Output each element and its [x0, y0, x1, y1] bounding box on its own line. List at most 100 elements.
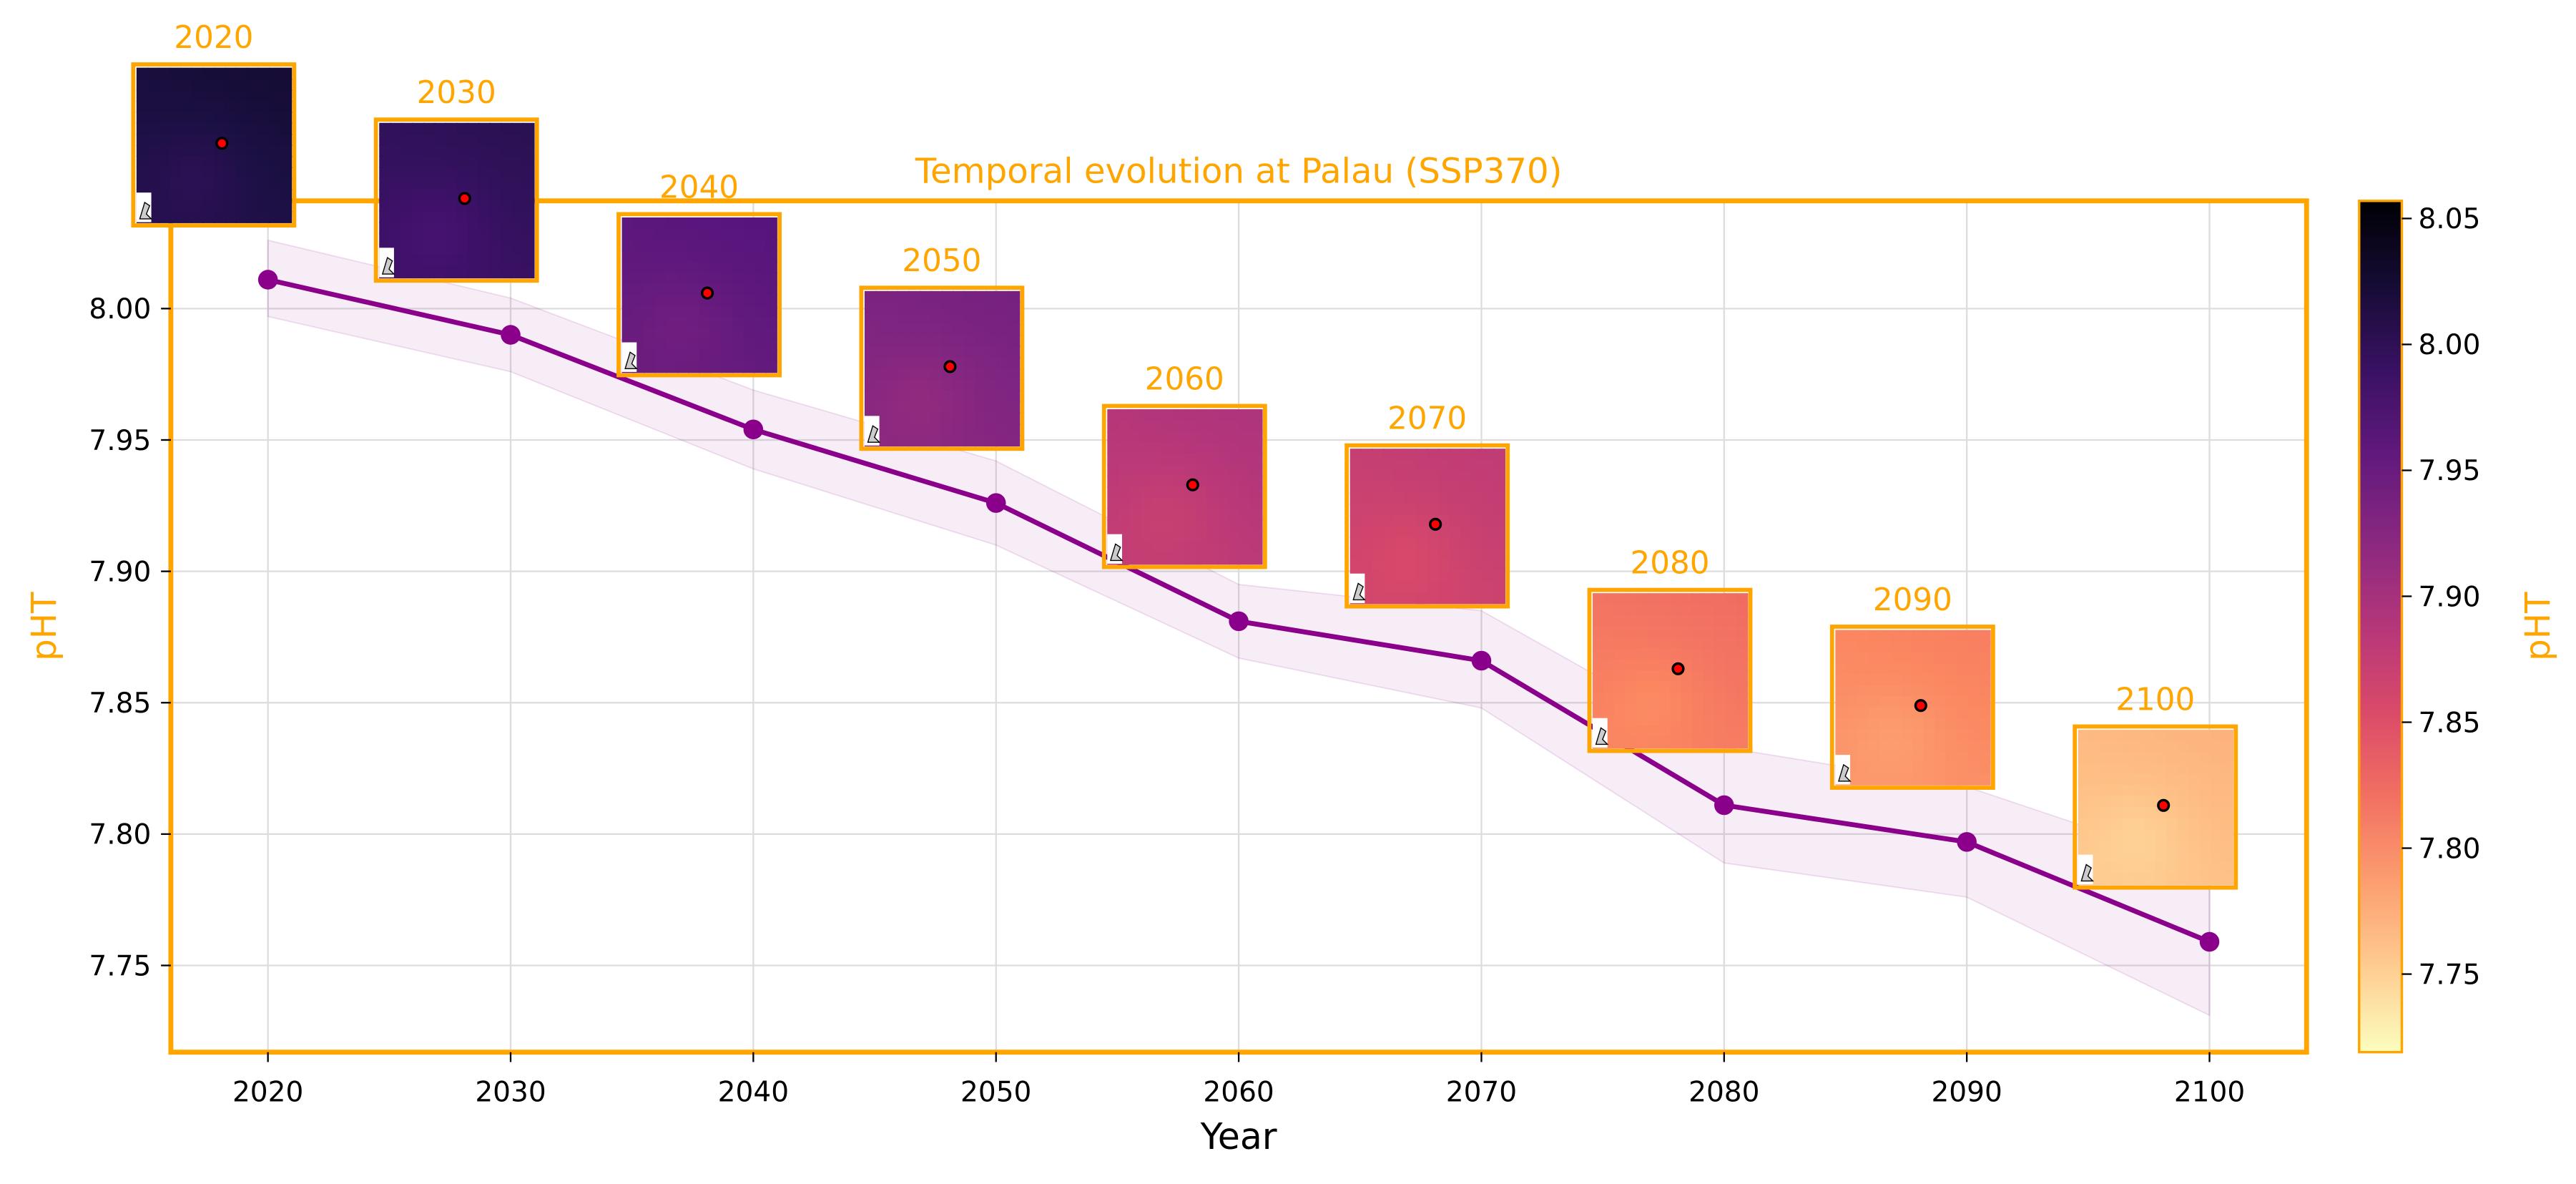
map-cell: [1593, 681, 1605, 694]
map-cell: [908, 379, 921, 391]
map-cell: [644, 316, 657, 329]
map-cell: [2210, 807, 2223, 819]
map-cell: [489, 177, 502, 190]
map-inset: 2070: [1344, 401, 1510, 609]
map-cell: [2210, 740, 2223, 753]
map-cell: [1239, 409, 1252, 421]
map-cell: [864, 335, 877, 348]
map-cell: [1140, 475, 1153, 488]
map-cell: [1935, 652, 1947, 665]
map-cell: [2177, 730, 2190, 742]
map-inset: 2030: [373, 74, 539, 283]
map-cell: [975, 390, 987, 403]
map-cell: [1394, 504, 1407, 517]
map-cell: [2221, 773, 2234, 786]
x-tick-label: 2070: [1446, 1077, 1517, 1109]
map-cell: [169, 122, 182, 135]
inset-year-label: 2020: [174, 19, 253, 56]
colorbar-tick-label: 7.80: [2418, 833, 2480, 865]
map-cell: [1008, 390, 1021, 403]
map-cell: [412, 122, 425, 135]
map-cell: [423, 145, 436, 157]
map-cell: [1173, 431, 1186, 444]
map-cell: [1669, 736, 1682, 749]
map-cell: [621, 261, 634, 274]
map-cell: [2133, 851, 2145, 863]
map-cell: [1846, 630, 1859, 642]
map-cell: [213, 79, 226, 91]
map-cell: [2111, 862, 2123, 875]
map-cell: [2177, 763, 2190, 776]
map-cell: [511, 211, 524, 223]
map-cell: [2177, 818, 2190, 831]
map-cell: [1978, 652, 1991, 665]
map-cell: [975, 368, 987, 381]
map-cell: [1482, 514, 1495, 527]
map-cell: [1427, 470, 1440, 483]
map-cell: [445, 189, 458, 202]
map-cell: [1217, 519, 1230, 532]
map-cell: [191, 100, 204, 113]
map-cell: [1736, 681, 1749, 694]
map-cell: [390, 167, 403, 180]
map-cell: [147, 67, 160, 80]
map-cell: [445, 156, 458, 168]
map-cell: [1405, 449, 1417, 461]
map-cell: [1008, 335, 1021, 348]
map-cell: [2078, 740, 2090, 753]
map-cell: [1714, 626, 1726, 639]
map-cell: [1967, 762, 1980, 775]
map-cell: [1184, 497, 1197, 510]
map-cell: [1890, 740, 1903, 753]
x-tick-label: 2060: [1203, 1077, 1274, 1109]
map-cell: [1482, 526, 1495, 538]
map-cell: [997, 346, 1009, 358]
map-cell: [1658, 725, 1671, 738]
map-cell: [2144, 828, 2157, 841]
map-cell: [2188, 785, 2201, 798]
map-cell: [213, 211, 226, 223]
map-cell: [1736, 714, 1749, 727]
map-cell: [1382, 459, 1395, 472]
map-cell: [666, 217, 679, 230]
map-cell: [202, 167, 215, 180]
map-cell: [688, 283, 700, 296]
map-cell: [1372, 481, 1385, 494]
map-cell: [2166, 807, 2178, 819]
map-cell: [1361, 537, 1373, 549]
map-cell: [1140, 409, 1153, 421]
map-cell: [1669, 725, 1682, 738]
map-cell: [1140, 453, 1153, 466]
map-cell: [390, 200, 403, 212]
map-cell: [1173, 497, 1186, 510]
map-cell: [898, 379, 910, 391]
map-cell: [401, 167, 413, 180]
map-cell: [2166, 818, 2178, 831]
map-cell: [1923, 640, 1936, 653]
map-cell: [235, 89, 248, 102]
map-cell: [1614, 615, 1627, 627]
map-cell: [379, 122, 392, 135]
map-cell: [2210, 785, 2223, 798]
map-cell: [1714, 681, 1726, 694]
map-cell: [1658, 714, 1671, 727]
map-cell: [732, 228, 744, 241]
map-cell: [2078, 785, 2090, 798]
map-cell: [268, 89, 281, 102]
map-cell: [1681, 615, 1693, 627]
map-cell: [1967, 751, 1980, 764]
map-cell: [280, 89, 292, 102]
map-cell: [621, 328, 634, 340]
map-cell: [963, 357, 976, 370]
map-cell: [1725, 659, 1737, 672]
map-cell: [688, 228, 700, 241]
map-cell: [1912, 630, 1925, 642]
map-cell: [1449, 559, 1462, 572]
map-cell: [1372, 514, 1385, 527]
map-cell: [1118, 464, 1131, 476]
map-cell: [654, 350, 667, 362]
map-cell: [1438, 449, 1450, 461]
map-cell: [412, 156, 425, 168]
map-cell: [522, 244, 535, 257]
map-cell: [930, 335, 943, 348]
